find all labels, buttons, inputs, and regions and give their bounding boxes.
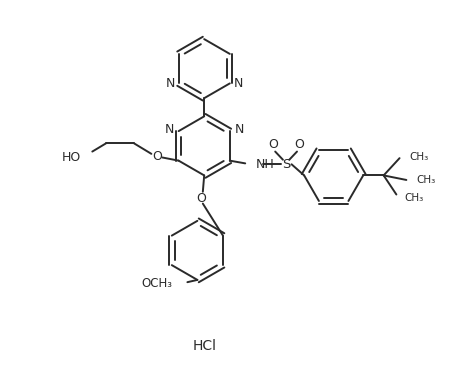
- Text: N: N: [234, 77, 243, 90]
- Text: O: O: [196, 192, 206, 205]
- Text: CH₃: CH₃: [405, 193, 424, 203]
- Text: CH₃: CH₃: [410, 152, 429, 162]
- Text: HO: HO: [62, 151, 81, 165]
- Text: O: O: [269, 138, 278, 151]
- Text: CH₃: CH₃: [416, 175, 436, 185]
- Text: N: N: [235, 123, 244, 136]
- Text: HCl: HCl: [192, 339, 216, 353]
- Text: O: O: [152, 149, 162, 163]
- Text: NH: NH: [256, 158, 274, 171]
- Text: O: O: [294, 138, 304, 151]
- Text: S: S: [282, 158, 290, 171]
- Text: OCH₃: OCH₃: [142, 277, 172, 290]
- Text: N: N: [164, 123, 174, 136]
- Text: N: N: [165, 77, 175, 90]
